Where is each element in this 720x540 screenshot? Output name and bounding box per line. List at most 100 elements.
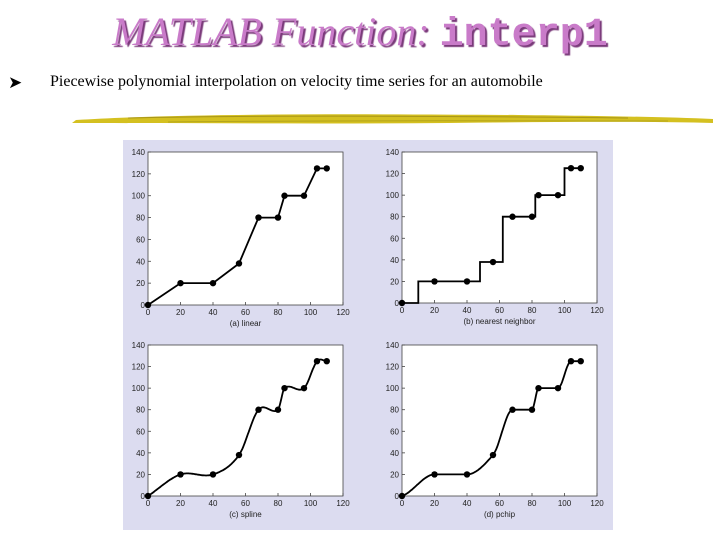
x-tick-label: 20: [176, 308, 185, 317]
data-point: [489, 451, 497, 459]
y-tick-label: 140: [132, 341, 146, 350]
plot-area-spline: [147, 344, 344, 497]
data-point: [274, 406, 282, 413]
data-point: [431, 278, 438, 285]
data-point: [528, 213, 536, 220]
chart-caption: (a) linear: [230, 319, 262, 328]
y-tick-label: 140: [132, 148, 146, 157]
y-tick-label: 0: [141, 301, 146, 310]
y-tick-label: 80: [390, 213, 399, 222]
x-tick-label: 60: [241, 308, 250, 317]
x-tick-label: 100: [304, 308, 318, 317]
x-tick-label: 60: [495, 306, 504, 315]
y-tick-label: 80: [136, 214, 145, 223]
y-tick-label: 40: [390, 449, 399, 458]
x-tick-label: 100: [304, 499, 318, 508]
series-line-linear: [147, 167, 327, 306]
data-point: [489, 258, 497, 266]
data-point: [431, 471, 438, 478]
x-tick-label: 0: [146, 499, 151, 508]
y-tick-label: 100: [132, 192, 146, 201]
data-point: [209, 471, 217, 478]
data-point: [528, 406, 536, 413]
data-point: [255, 214, 262, 221]
y-tick-label: 60: [390, 234, 399, 243]
data-point: [554, 191, 562, 199]
data-point: [209, 279, 217, 287]
x-tick-label: 60: [495, 499, 504, 508]
x-tick-label: 20: [430, 306, 439, 315]
x-tick-label: 40: [209, 308, 218, 317]
chart-caption: (b) nearest neighbor: [463, 317, 535, 326]
data-point: [255, 406, 262, 413]
x-tick-label: 80: [274, 499, 283, 508]
data-point: [144, 492, 152, 500]
y-tick-label: 60: [390, 427, 399, 436]
data-point: [235, 451, 243, 459]
x-tick-label: 80: [528, 499, 537, 508]
y-tick-label: 80: [136, 406, 145, 415]
y-tick-label: 80: [390, 406, 399, 415]
data-point: [313, 357, 321, 365]
x-tick-label: 0: [400, 499, 405, 508]
x-tick-label: 40: [463, 306, 472, 315]
x-tick-label: 60: [241, 499, 250, 508]
y-tick-label: 60: [136, 427, 145, 436]
data-point: [567, 164, 575, 172]
plot-area-pchip: [401, 344, 598, 497]
x-tick-label: 20: [430, 499, 439, 508]
x-tick-label: 40: [463, 499, 472, 508]
data-point: [313, 165, 321, 172]
data-point: [577, 164, 584, 172]
x-tick-label: 120: [336, 499, 350, 508]
y-tick-label: 0: [141, 492, 146, 501]
data-point: [177, 279, 184, 287]
y-tick-label: 140: [386, 341, 400, 350]
y-tick-label: 140: [386, 148, 400, 157]
y-tick-label: 0: [395, 492, 400, 501]
data-point: [398, 492, 406, 500]
x-tick-label: 120: [590, 499, 604, 508]
data-point: [554, 384, 562, 392]
y-tick-label: 120: [132, 170, 146, 179]
bullet-point: ➤ Piecewise polynomial interpolation on …: [8, 72, 714, 94]
y-tick-label: 120: [132, 363, 146, 372]
slide-title-code: interp1: [439, 13, 608, 58]
x-tick-label: 120: [336, 308, 350, 317]
x-tick-label: 0: [400, 306, 405, 315]
data-point: [463, 278, 471, 285]
chart-caption: (c) spline: [229, 510, 262, 519]
data-point: [463, 471, 471, 478]
y-tick-label: 120: [386, 170, 400, 179]
x-tick-label: 80: [274, 308, 283, 317]
y-tick-label: 40: [136, 257, 145, 266]
x-tick-label: 0: [146, 308, 151, 317]
y-tick-label: 100: [386, 384, 400, 393]
x-tick-label: 100: [558, 306, 572, 315]
slide-title: MATLAB Function: interp1: [0, 8, 720, 58]
y-tick-label: 20: [136, 470, 145, 479]
arrow-bullet-icon: ➤: [8, 73, 23, 92]
data-point: [235, 260, 243, 267]
data-point: [509, 406, 516, 413]
y-tick-label: 100: [132, 384, 146, 393]
slide-title-text: MATLAB Function:: [112, 9, 440, 54]
plot-area-nearest: [401, 151, 598, 304]
data-point: [300, 192, 308, 199]
data-point: [398, 299, 406, 307]
y-tick-label: 100: [386, 191, 400, 200]
data-point: [509, 213, 516, 220]
decorative-brush-stroke: [72, 114, 713, 124]
y-tick-label: 40: [390, 256, 399, 265]
y-tick-label: 120: [386, 363, 400, 372]
x-tick-label: 80: [528, 306, 537, 315]
data-point: [300, 384, 308, 392]
y-tick-label: 20: [390, 470, 399, 479]
data-point: [535, 191, 542, 199]
plot-area-linear: [147, 151, 344, 306]
y-tick-label: 60: [136, 235, 145, 244]
y-tick-label: 20: [136, 279, 145, 288]
data-point: [323, 357, 330, 365]
data-point: [567, 357, 575, 365]
